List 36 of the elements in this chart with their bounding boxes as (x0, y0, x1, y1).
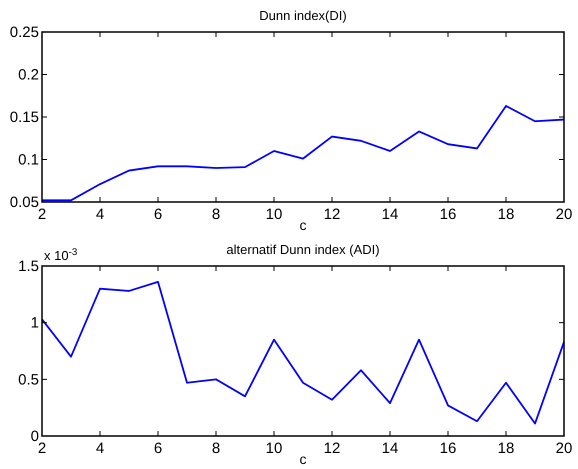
x-tick-label: 20 (556, 440, 572, 457)
x-tick-label: 14 (382, 440, 398, 457)
y-tick-label: 1.5 (18, 258, 39, 275)
x-tick-label: 2 (38, 206, 46, 223)
x-tick-label: 20 (556, 206, 572, 223)
x-tick-label: 6 (154, 440, 162, 457)
x-axis-title: c (300, 217, 306, 233)
x-tick-label: 10 (266, 206, 282, 223)
x-tick-label: 8 (212, 206, 220, 223)
x-tick-label: 4 (96, 206, 104, 223)
y-tick-label: 0.15 (10, 109, 39, 126)
y-tick-label: 1 (30, 314, 39, 332)
x-tick-label: 14 (382, 206, 398, 223)
text: x 10$^{-3}$ (44, 246, 78, 263)
x-tick-label: 12 (324, 206, 340, 223)
y-tick-label: 0.2 (18, 66, 39, 84)
chart-title: Dunn index(DI) (259, 8, 347, 23)
x-tick-label: 18 (498, 206, 514, 223)
x-tick-label: 4 (96, 440, 104, 457)
line-series (41, 280, 565, 424)
y-tick-label: 0.25 (10, 24, 39, 41)
chart-title: alternatif Dunn index (ADI) (226, 242, 380, 257)
x-tick-label: 8 (212, 440, 220, 457)
x-tick-label: 18 (498, 440, 514, 457)
y-tick-label: 0 (30, 428, 39, 445)
x-tick-label: 2 (38, 440, 46, 457)
y-tick-label: 0.05 (10, 194, 39, 211)
line-series (41, 105, 565, 202)
x-tick-label: 16 (440, 440, 456, 457)
x-tick-label: 16 (440, 206, 456, 223)
x-tick-label: 6 (154, 206, 162, 223)
y-tick-label: 0.1 (18, 152, 39, 168)
y-tick-label: 0.5 (18, 371, 39, 388)
x-axis-title: c (300, 451, 306, 467)
x-tick-label: 10 (266, 440, 282, 457)
x-tick-label: 12 (324, 440, 340, 457)
